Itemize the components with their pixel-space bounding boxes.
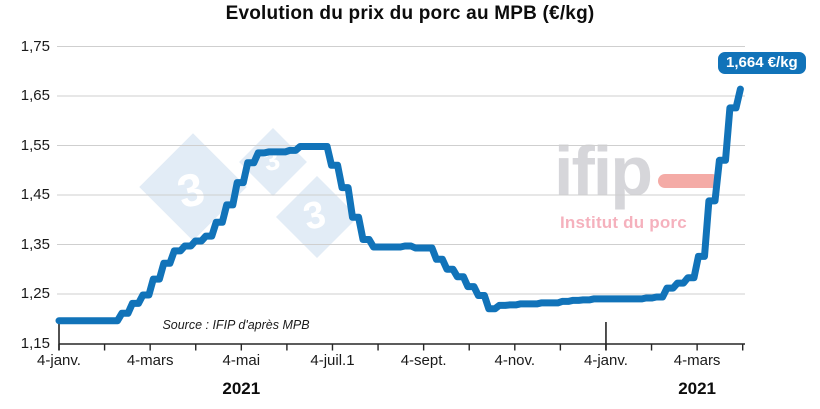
x-axis-label: 4-mars xyxy=(126,352,174,369)
x-axis-label: 4-sept. xyxy=(400,352,447,369)
y-axis-label: 1,15 xyxy=(20,334,50,352)
ifip-logo-dash xyxy=(658,174,719,188)
y-axis-label: 1,65 xyxy=(20,87,50,104)
year-label: 2021 xyxy=(222,379,261,398)
y-axis-label: 1,45 xyxy=(20,186,50,203)
chart-title: Evolution du prix du porc au MPB (€/kg) xyxy=(225,3,595,24)
y-axis-label: 1,25 xyxy=(20,285,50,302)
x-axis-label: 4-mars xyxy=(673,352,721,369)
y-axis-label: 1,55 xyxy=(20,136,50,154)
x-axis-label: 4-juil.1 xyxy=(310,352,355,369)
y-axis-label: 1,75 xyxy=(20,37,50,55)
x-axis-label: 4-mai xyxy=(222,352,261,369)
year-label: 2021 xyxy=(678,379,717,398)
x-axis-label: 4-janv. xyxy=(37,352,81,369)
x-axis-label: 4-janv. xyxy=(583,352,628,369)
price-line xyxy=(55,85,744,325)
y-axis-label: 1,35 xyxy=(20,235,50,253)
ifip-logo-subtitle: Institut du porc xyxy=(560,213,687,232)
source-note: Source : IFIP d'après MPB xyxy=(162,318,310,332)
x-axis-label: 4-nov. xyxy=(494,352,536,369)
last-value-callout: 1,664 €/kg xyxy=(716,50,808,76)
ifip-logo-text: ifip xyxy=(554,132,653,210)
